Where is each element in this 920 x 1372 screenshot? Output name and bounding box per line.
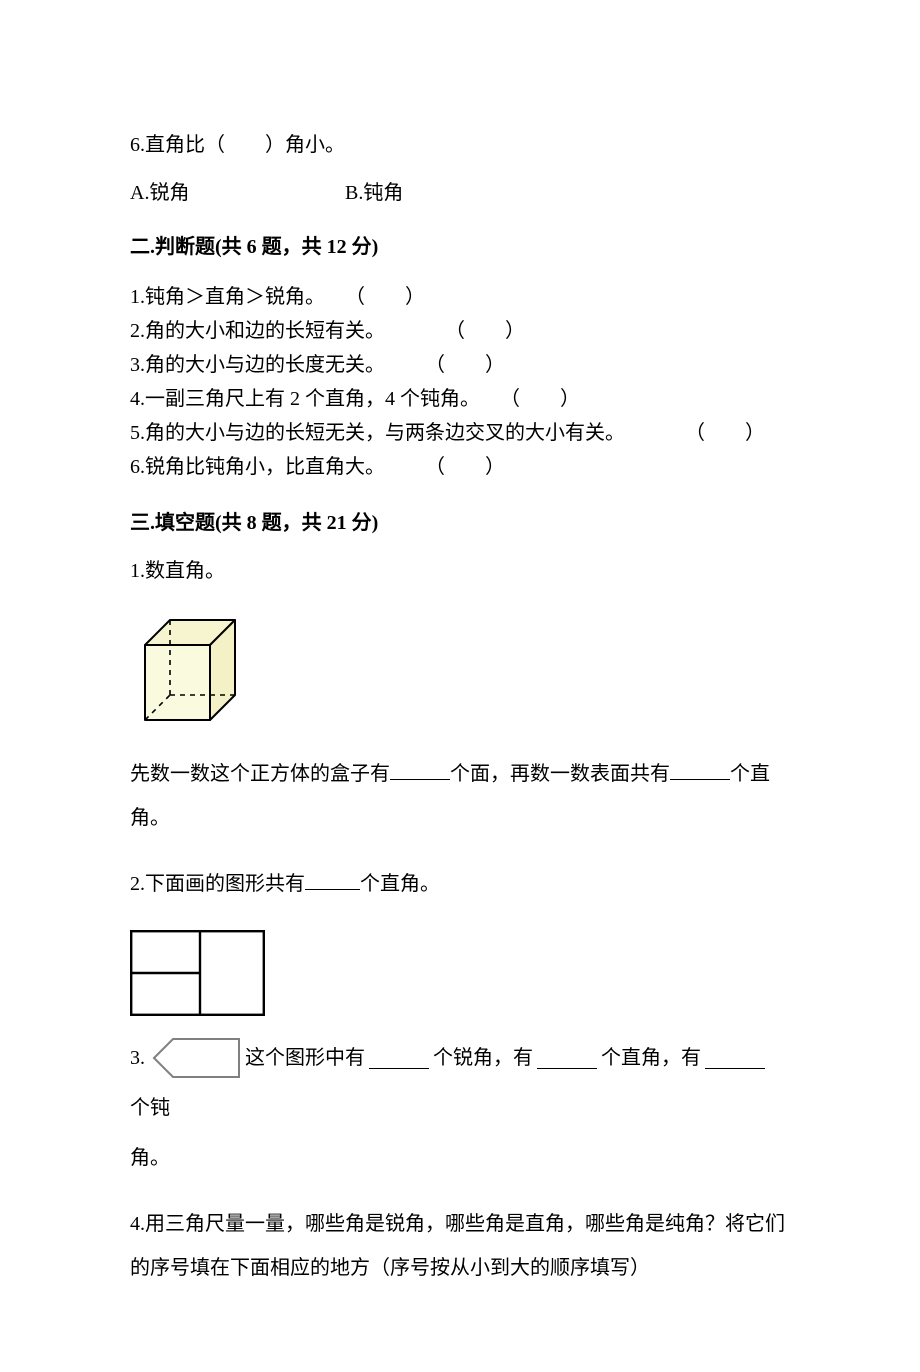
blank <box>537 1048 597 1069</box>
tf-row: 4.一副三角尺上有 2 个直角，4 个钝角。 （ ） <box>130 382 790 416</box>
q6-text: 6.直角比（ ）角小。 <box>130 130 790 160</box>
section3-title: 三.填空题(共 8 题，共 21 分) <box>130 508 790 538</box>
tf-row: 2.角的大小和边的长短有关。 （ ） <box>130 314 790 348</box>
s3-q4: 4.用三角尺量一量，哪些角是锐角，哪些角是直角，哪些角是纯角？将它们的序号填在下… <box>130 1202 790 1290</box>
s3-q3: 3. 这个图形中有 个锐角，有 个直角，有个钝 <box>130 1036 790 1130</box>
rect-icon <box>130 930 265 1016</box>
cube-icon <box>130 610 250 730</box>
text: 个钝 <box>130 1086 170 1130</box>
page: 6.直角比（ ）角小。 A.锐角 B.钝角 二.判断题(共 6 题，共 12 分… <box>0 0 920 1372</box>
blank <box>390 759 450 780</box>
text: 个直角。 <box>360 873 440 895</box>
s3-q1: 1.数直角。 <box>130 556 790 586</box>
section2-list: 1.钝角＞直角＞锐角。 （ ） 2.角的大小和边的长短有关。 （ ） 3.角的大… <box>130 280 790 484</box>
q6-options: A.锐角 B.钝角 <box>130 178 790 208</box>
s3-q2: 2.下面画的图形共有 个直角。 <box>130 862 790 906</box>
rect-figure <box>130 930 790 1016</box>
blank <box>305 869 360 890</box>
tf-row: 3.角的大小与边的长度无关。 （ ） <box>130 348 790 382</box>
tf-row: 5.角的大小与边的长短无关，与两条边交叉的大小有关。 （ ） <box>130 416 790 450</box>
text: 个锐角，有 <box>433 1036 533 1080</box>
section2-title: 二.判断题(共 6 题，共 12 分) <box>130 232 790 262</box>
text: 个面，再数一数表面共有 <box>450 763 670 785</box>
text: 2.下面画的图形共有 <box>130 873 305 895</box>
cube-figure <box>130 610 790 730</box>
text: 个直角，有 <box>601 1036 701 1080</box>
pentagon-icon <box>151 1037 241 1079</box>
blank <box>705 1048 765 1069</box>
tf-row: 1.钝角＞直角＞锐角。 （ ） <box>130 280 790 314</box>
tf-row: 6.锐角比钝角小，比直角大。 （ ） <box>130 450 790 484</box>
text: 这个图形中有 <box>245 1036 365 1080</box>
blank <box>369 1048 429 1069</box>
q6-opt-a: A.锐角 <box>130 178 340 208</box>
blank <box>670 759 730 780</box>
s3-q1-desc: 先数一数这个正方体的盒子有个面，再数一数表面共有个直角。 <box>130 752 790 840</box>
s3-q3-tail: 角。 <box>130 1136 790 1180</box>
text: 先数一数这个正方体的盒子有 <box>130 763 390 785</box>
q3-num: 3. <box>130 1036 145 1080</box>
q6-opt-b: B.钝角 <box>345 178 403 208</box>
